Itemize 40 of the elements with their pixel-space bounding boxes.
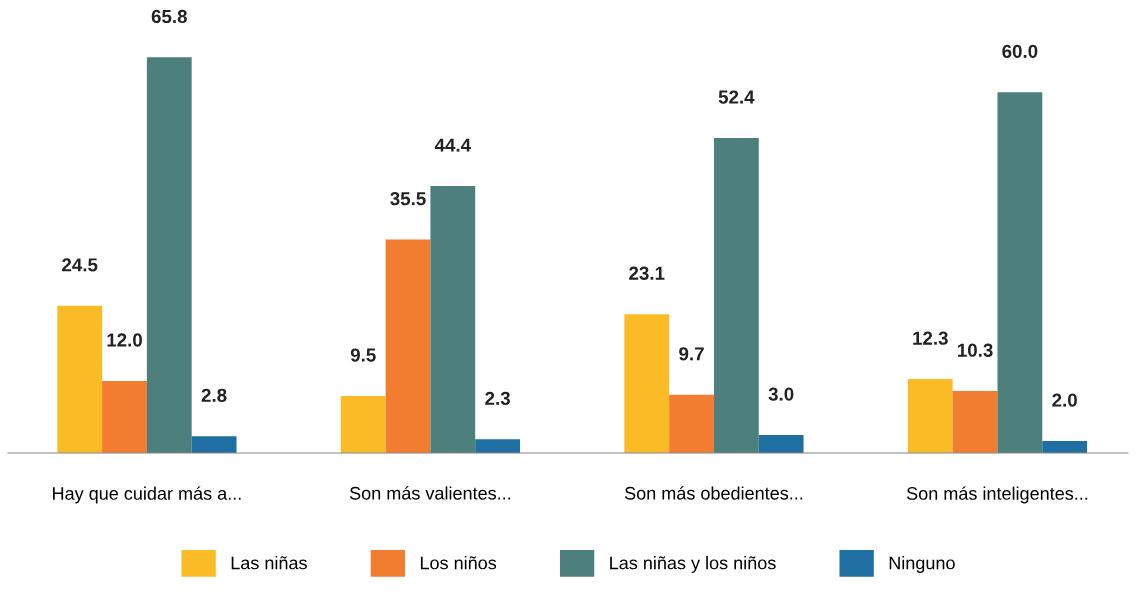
x-tick-label: Hay que cuidar más a... [53,486,241,504]
data-label: 3.0 [768,387,794,401]
bar [713,137,759,454]
bar [340,395,386,454]
bar [475,439,521,454]
bar [669,394,714,454]
data-label: 35.5 [390,192,426,206]
bar [1042,441,1088,454]
bar [430,186,476,454]
data-label: 65.8 [151,9,187,24]
data-label: 23.1 [629,266,665,280]
legend-label: Las niñas [231,556,307,570]
bar [102,380,147,454]
data-label: 12.3 [913,331,948,345]
bar [758,435,804,454]
x-tick-label: Son más obedientes... [624,486,803,500]
bar [385,239,431,454]
data-label: 44.4 [434,138,471,152]
bar [624,314,670,454]
legend-label: Los niños [420,556,497,570]
data-label: 24.5 [62,258,98,272]
data-label: 9.5 [350,348,376,362]
data-label: 12.0 [107,333,142,347]
data-label: 2.3 [485,391,510,405]
bar [907,379,953,454]
data-label: 52.4 [718,90,755,104]
bar [57,305,103,454]
bar [146,57,192,454]
x-tick-label: Son más valientes... [349,486,511,500]
legend-label: Ninguno [889,556,955,573]
bar [997,92,1043,454]
bar [952,391,998,454]
data-label: 2.8 [201,388,227,402]
data-label: 2.0 [1052,393,1077,407]
bar [191,436,237,454]
data-label: 9.7 [679,347,704,361]
x-tick-label: Son más inteligentes... [906,486,1088,504]
legend-label: Las niñas y los niños [610,556,776,573]
data-label: 60.0 [1002,44,1038,58]
data-label: 10.3 [958,343,993,357]
